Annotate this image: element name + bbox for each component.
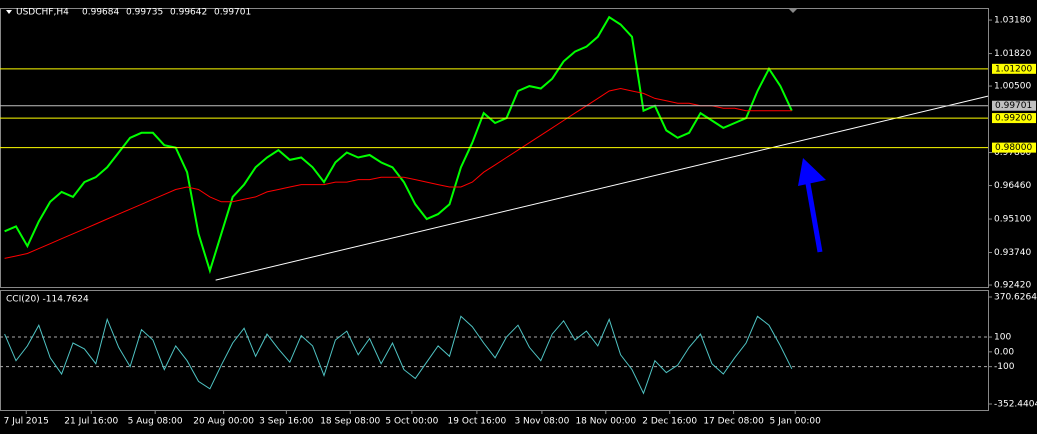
level-label-box: [992, 142, 1036, 153]
indicator-title: CCI(20) -114.7624: [6, 295, 89, 305]
level-label-box: [992, 113, 1036, 124]
x-tick-label: 3 Sep 16:00: [259, 417, 314, 427]
x-tick-label: 5 Aug 08:00: [128, 417, 183, 427]
y-tick-label: 1.00500: [994, 82, 1031, 92]
x-tick-label: 5 Oct 00:00: [385, 417, 438, 427]
menu-icon[interactable]: [6, 10, 12, 14]
x-tick-label: 7 Jul 2015: [4, 417, 49, 427]
y-tick-label: 0.93740: [994, 248, 1031, 258]
x-tick-label: 21 Jul 16:00: [64, 417, 118, 427]
y-tick-label: 0.95100: [994, 215, 1031, 225]
x-tick-label: 3 Nov 08:00: [514, 417, 569, 427]
cci-panel: [0, 290, 989, 411]
x-tick-label: 18 Sep 08:00: [320, 417, 380, 427]
shift-marker[interactable]: [788, 8, 798, 13]
series-line: [4, 315, 793, 395]
y-tick-label: 0.92420: [994, 281, 1031, 291]
ohlc-value: 0.99735: [126, 8, 163, 18]
level-label: 1.01200: [995, 64, 1032, 74]
level-label: 0.99200: [995, 114, 1032, 124]
y-tick-label: -352.4404: [994, 400, 1037, 410]
x-tick-label: 2 Dec 16:00: [642, 417, 697, 427]
trendline: [215, 95, 989, 281]
ohlc-value: 0.99684: [82, 8, 119, 18]
y-tick-label: -100: [994, 362, 1015, 372]
level-label-box: [992, 63, 1036, 74]
ohlc-value: 0.99701: [214, 8, 251, 18]
x-tick-label: 17 Dec 08:00: [703, 417, 764, 427]
level-label: 0.99701: [995, 101, 1032, 111]
y-tick-label: 0.96460: [994, 181, 1031, 191]
x-tick-label: 5 Jan 00:00: [770, 417, 822, 427]
y-tick-label: 100: [994, 333, 1011, 343]
y-tick-label: 1.01820: [994, 49, 1031, 59]
x-tick-label: 18 Nov 00:00: [575, 417, 636, 427]
level-label: 0.98000: [995, 143, 1032, 153]
arrow: [804, 177, 823, 253]
y-tick-label: 0.97800: [994, 148, 1031, 158]
y-tick-label: 0.00: [994, 347, 1014, 357]
y-tick-label: 1.03180: [994, 16, 1031, 26]
series-line: [4, 87, 792, 259]
level-label-box: [992, 100, 1036, 111]
x-tick-label: 19 Oct 16:00: [448, 417, 507, 427]
ohlc-value: 0.99642: [170, 8, 207, 18]
x-tick-label: 20 Aug 00:00: [193, 417, 254, 427]
y-tick-label: 370.6264: [994, 293, 1037, 303]
symbol-title: USDCHF,H4: [16, 8, 69, 18]
arrow-head: [798, 158, 826, 186]
